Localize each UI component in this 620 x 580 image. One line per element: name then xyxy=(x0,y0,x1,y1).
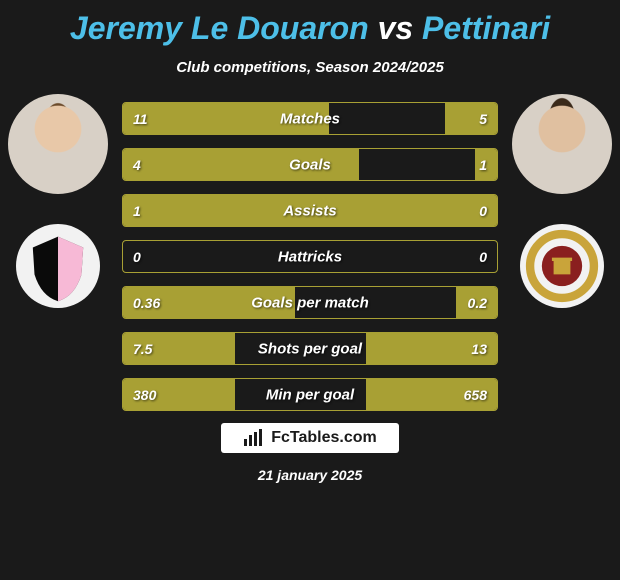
stat-value-right: 0 xyxy=(479,249,487,265)
page-title: Jeremy Le Douaron vs Pettinari xyxy=(0,10,620,47)
stat-value-right: 0.2 xyxy=(468,295,487,311)
stat-value-left: 0.36 xyxy=(133,295,160,311)
stat-row: 1 0 Assists xyxy=(122,194,498,227)
stat-bars: 11 5 Matches 4 1 Goals 1 0 Assists 0 0 Hattricks 0.3… xyxy=(122,102,498,411)
infographic-container: Jeremy Le Douaron vs Pettinari Club comp… xyxy=(0,0,620,580)
stat-value-left: 0 xyxy=(133,249,141,265)
stat-value-right: 658 xyxy=(464,387,487,403)
stat-row: 0.36 0.2 Goals per match xyxy=(122,286,498,319)
date-text: 21 january 2025 xyxy=(258,467,362,483)
stat-label: Assists xyxy=(283,202,336,219)
footer: FcTables.com 21 january 2025 xyxy=(0,423,620,483)
stat-value-right: 13 xyxy=(471,341,487,357)
ball-icon xyxy=(552,258,572,275)
title-player1: Jeremy Le Douaron xyxy=(70,10,369,46)
player1-club-badge xyxy=(16,224,100,308)
stat-row: 11 5 Matches xyxy=(122,102,498,135)
stat-value-right: 0 xyxy=(479,203,487,219)
stat-value-left: 4 xyxy=(133,157,141,173)
stat-row: 7.5 13 Shots per goal xyxy=(122,332,498,365)
stat-value-left: 1 xyxy=(133,203,141,219)
chart-icon xyxy=(243,429,265,447)
main-row: 11 5 Matches 4 1 Goals 1 0 Assists 0 0 Hattricks 0.3… xyxy=(0,94,620,411)
stat-row: 4 1 Goals xyxy=(122,148,498,181)
title-vs: vs xyxy=(378,10,422,46)
stat-value-left: 380 xyxy=(133,387,156,403)
left-side xyxy=(8,94,108,308)
right-side xyxy=(512,94,612,308)
stat-row: 0 0 Hattricks xyxy=(122,240,498,273)
brand-text: FcTables.com xyxy=(271,429,377,447)
stat-label: Matches xyxy=(280,110,340,127)
player1-avatar xyxy=(8,94,108,194)
stat-row: 380 658 Min per goal xyxy=(122,378,498,411)
stat-label: Goals per match xyxy=(251,294,369,311)
crest-icon xyxy=(520,224,604,308)
stat-value-left: 7.5 xyxy=(133,341,152,357)
stat-label: Min per goal xyxy=(266,386,354,403)
player2-club-badge xyxy=(520,224,604,308)
stat-value-right: 5 xyxy=(479,111,487,127)
stat-label: Goals xyxy=(289,156,331,173)
stat-value-right: 1 xyxy=(479,157,487,173)
shield-icon xyxy=(16,224,100,308)
stat-label: Shots per goal xyxy=(258,340,362,357)
subtitle: Club competitions, Season 2024/2025 xyxy=(0,59,620,76)
player1-face-icon xyxy=(8,94,108,194)
stat-value-left: 11 xyxy=(133,111,148,127)
fill-right xyxy=(445,103,497,134)
title-player2: Pettinari xyxy=(422,10,550,46)
stat-label: Hattricks xyxy=(278,248,342,265)
brand-box: FcTables.com xyxy=(221,423,399,453)
player2-avatar xyxy=(512,94,612,194)
player2-face-icon xyxy=(512,94,612,194)
